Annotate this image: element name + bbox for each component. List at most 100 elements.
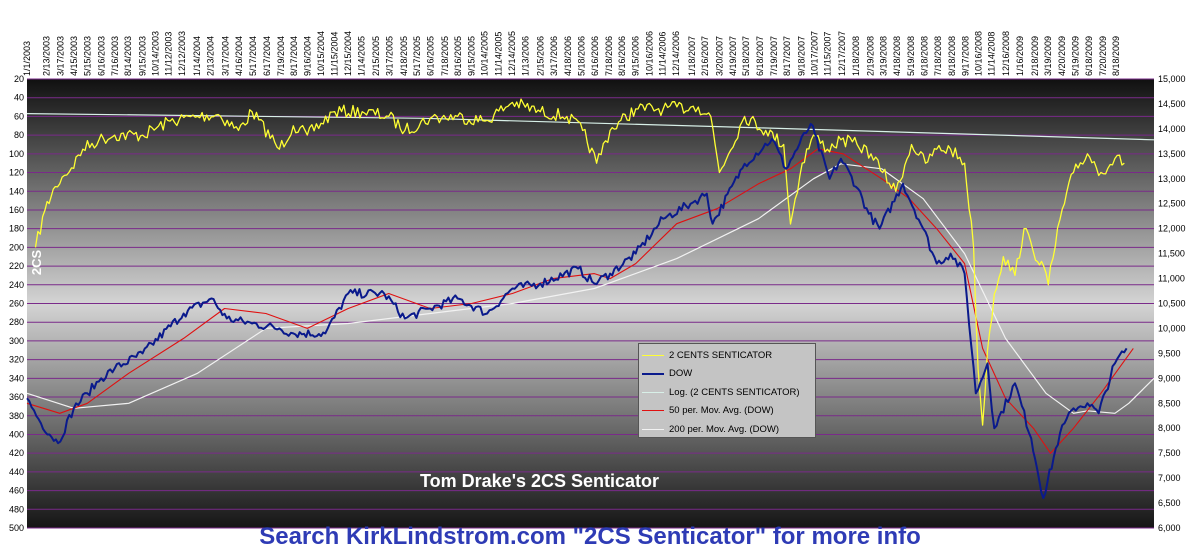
x-tick-label: 10/17/2007	[809, 31, 819, 76]
x-tick-label: 8/14/2003	[123, 36, 133, 76]
right-tick-label: 7,000	[1158, 473, 1181, 483]
right-tick-label: 12,000	[1158, 224, 1186, 234]
left-tick-label: 320	[9, 355, 24, 365]
x-tick-label: 3/17/2005	[385, 36, 395, 76]
x-tick-label: 8/16/2005	[453, 36, 463, 76]
chart-legend: 2 CENTS SENTICATOR DOW Log. (2 CENTS SEN…	[638, 343, 816, 438]
legend-item-ma200: 200 per. Mov. Avg. (DOW)	[642, 420, 815, 439]
series-dow	[26, 122, 1128, 500]
y-axis-label: 2CS	[29, 249, 45, 276]
right-tick-label: 12,500	[1158, 199, 1186, 209]
x-tick-label: 12/14/2006	[671, 31, 681, 76]
x-tick-label: 4/16/2004	[234, 36, 244, 76]
legend-label-senticator: 2 CENTS SENTICATOR	[669, 349, 773, 361]
x-tick-label: 12/16/2008	[1001, 31, 1011, 76]
x-tick-label: 7/18/2005	[440, 36, 450, 76]
legend-item-dow: DOW	[642, 365, 815, 384]
legend-swatch-ma200	[642, 428, 664, 430]
x-tick-label: 3/17/2003	[56, 36, 66, 76]
x-axis-ticks: 1/1/2003 2/13/2003 3/17/2003 4/15/2003 5/15/…	[22, 31, 1121, 76]
x-tick-label: 8/17/2007	[782, 36, 792, 76]
x-tick-label: 2/15/2006	[535, 36, 545, 76]
x-tick-label: 7/16/2003	[110, 36, 120, 76]
legend-swatch-log-trend	[642, 391, 664, 393]
left-tick-label: 380	[9, 411, 24, 421]
left-tick-label: 140	[9, 186, 24, 196]
left-tick-label: 420	[9, 448, 24, 458]
right-tick-label: 10,500	[1158, 299, 1186, 309]
legend-item-senticator: 2 CENTS SENTICATOR	[642, 346, 815, 365]
legend-label-ma200: 200 per. Mov. Avg. (DOW)	[669, 423, 779, 435]
x-tick-label: 2/13/2004	[206, 36, 216, 76]
x-tick-label: 1/13/2006	[520, 36, 530, 76]
x-tick-label: 10/15/2004	[316, 31, 326, 76]
x-tick-label: 1/18/2008	[851, 36, 861, 76]
left-tick-label: 480	[9, 504, 24, 514]
x-tick-label: 6/16/2005	[426, 36, 436, 76]
right-tick-label: 13,500	[1158, 149, 1186, 159]
right-tick-label: 13,000	[1158, 174, 1186, 184]
x-tick-label: 4/18/2006	[563, 36, 573, 76]
x-tick-label: 6/16/2003	[97, 36, 107, 76]
right-axis-ticks: 6,000 6,500 7,000 7,500 8,000 8,500 9,000 9,500…	[1158, 74, 1186, 533]
x-tick-label: 9/18/2007	[796, 36, 806, 76]
x-tick-label: 7/19/2007	[769, 36, 779, 76]
x-tick-label: 2/18/2009	[1030, 36, 1040, 76]
right-tick-label: 9,500	[1158, 348, 1181, 358]
right-tick-label: 6,000	[1158, 523, 1181, 533]
series-layer	[26, 98, 1155, 500]
x-tick-label: 10/16/2006	[645, 31, 655, 76]
x-tick-label: 1/1/2003	[22, 41, 32, 76]
left-tick-label: 440	[9, 467, 24, 477]
left-tick-label: 200	[9, 242, 24, 252]
x-tick-label: 7/18/2008	[933, 36, 943, 76]
x-tick-label: 8/17/2004	[289, 36, 299, 76]
x-tick-label: 12/14/2005	[507, 31, 517, 76]
x-tick-label: 4/18/2008	[892, 36, 902, 76]
x-tick-label: 2/15/2005	[371, 36, 381, 76]
x-tick-label: 1/14/2005	[357, 36, 367, 76]
series-ma50	[26, 148, 1134, 454]
x-tick-label: 5/19/2008	[906, 36, 916, 76]
series-senticator	[34, 98, 1125, 426]
x-tick-label: 9/17/2008	[960, 36, 970, 76]
right-tick-label: 7,500	[1158, 448, 1181, 458]
x-tick-label: 3/19/2009	[1043, 36, 1053, 76]
left-tick-label: 500	[9, 523, 24, 533]
legend-label-dow: DOW	[669, 368, 693, 380]
x-tick-label: 6/16/2006	[590, 36, 600, 76]
x-tick-label: 3/17/2004	[220, 36, 230, 76]
right-tick-label: 8,000	[1158, 423, 1181, 433]
left-axis-ticks: 20 40 60 80 100 120 140 160 180 200 220 240 260 280 30…	[9, 74, 24, 533]
x-tick-label: 7/20/2009	[1098, 36, 1108, 76]
x-tick-label: 11/14/2008	[987, 32, 997, 76]
right-tick-label: 11,000	[1158, 274, 1185, 284]
x-tick-label: 2/16/2007	[700, 36, 710, 76]
left-tick-label: 240	[9, 280, 24, 290]
x-tick-label: 6/17/2004	[262, 36, 272, 76]
x-tick-label: 7/19/2004	[276, 36, 286, 76]
legend-label-log-trend: Log. (2 CENTS SENTICATOR)	[669, 386, 800, 398]
right-tick-label: 14,000	[1158, 124, 1186, 134]
right-tick-label: 8,500	[1158, 398, 1181, 408]
x-tick-label: 4/15/2003	[69, 36, 79, 76]
left-tick-label: 180	[9, 224, 24, 234]
x-tick-label: 12/12/2003	[177, 31, 187, 76]
x-tick-label: 3/17/2006	[549, 36, 559, 76]
x-tick-label: 9/15/2003	[138, 36, 148, 76]
legend-swatch-ma50	[642, 410, 664, 412]
x-tick-label: 8/16/2006	[617, 36, 627, 76]
x-tick-label: 12/17/2007	[837, 31, 847, 76]
x-tick-label: 3/20/2007	[714, 36, 724, 76]
x-tick-label: 1/16/2009	[1015, 36, 1025, 76]
left-tick-label: 120	[9, 168, 24, 178]
x-tick-label: 4/18/2005	[399, 36, 409, 76]
x-tick-label: 8/18/2008	[947, 36, 957, 76]
left-tick-label: 60	[14, 111, 24, 121]
x-tick-label: 1/18/2007	[687, 36, 697, 76]
left-tick-label: 220	[9, 261, 24, 271]
x-tick-label: 8/18/2009	[1111, 36, 1121, 76]
legend-item-log-trend: Log. (2 CENTS SENTICATOR)	[642, 383, 815, 402]
